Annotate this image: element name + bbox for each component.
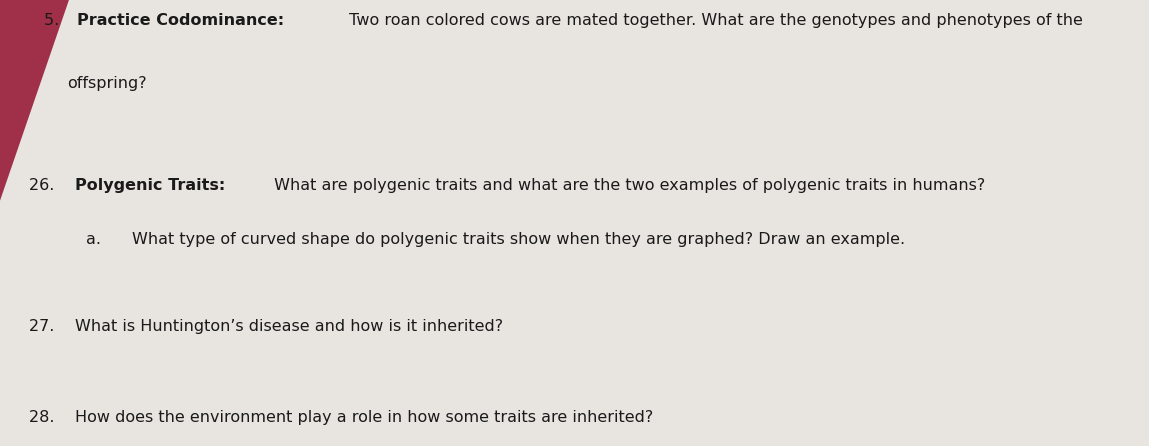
Text: Polygenic Traits:: Polygenic Traits: [75, 178, 225, 194]
Polygon shape [0, 0, 69, 201]
Text: 5.: 5. [44, 13, 69, 29]
Text: a.: a. [86, 232, 122, 247]
Text: Two roan colored cows are mated together. What are the genotypes and phenotypes : Two roan colored cows are mated together… [344, 13, 1082, 29]
Text: 26.: 26. [29, 178, 64, 194]
Text: What is Huntington’s disease and how is it inherited?: What is Huntington’s disease and how is … [75, 319, 503, 334]
Text: What type of curved shape do polygenic traits show when they are graphed? Draw a: What type of curved shape do polygenic t… [132, 232, 905, 247]
Text: 28.: 28. [29, 410, 64, 425]
Text: Practice Codominance:: Practice Codominance: [77, 13, 284, 29]
Text: What are polygenic traits and what are the two examples of polygenic traits in h: What are polygenic traits and what are t… [269, 178, 985, 194]
Text: offspring?: offspring? [67, 76, 146, 91]
Text: How does the environment play a role in how some traits are inherited?: How does the environment play a role in … [75, 410, 653, 425]
Text: 27.: 27. [29, 319, 64, 334]
